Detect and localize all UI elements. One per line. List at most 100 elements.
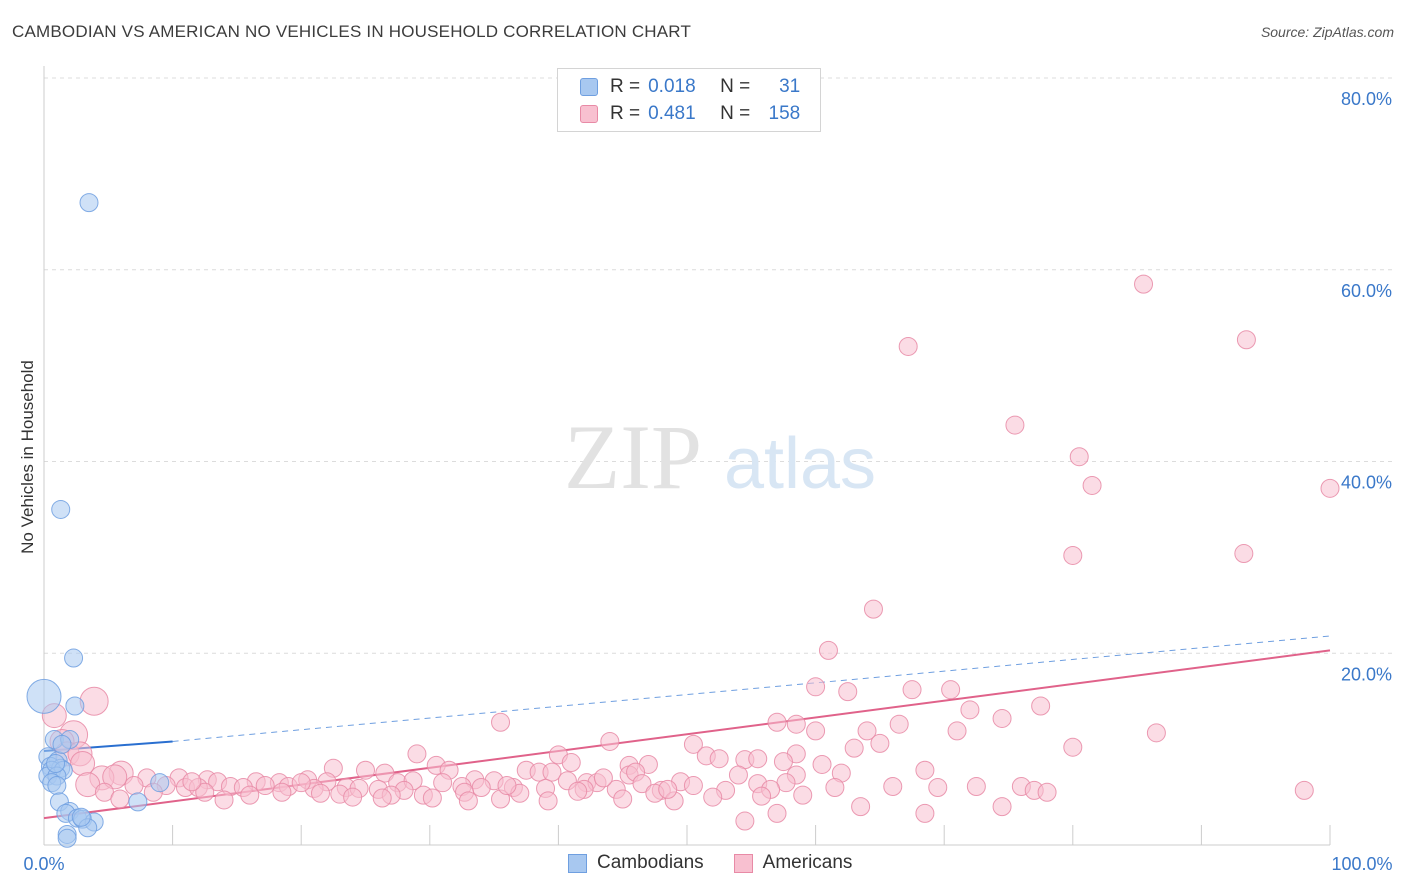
data-point-americans [658,779,678,799]
series-legend-cambodians: Cambodians [568,852,704,874]
data-point-cambodians [47,776,67,796]
stats-legend: R = 0.018 N = 31 R = 0.481 N = 158 [557,68,821,132]
data-point-americans [407,744,427,764]
data-point-americans [124,776,144,796]
data-point-americans [542,762,562,782]
data-point-americans [255,776,275,796]
data-point-americans [1294,780,1314,800]
data-point-americans [79,686,109,716]
tick-labels: 20.0% 40.0% 60.0% 80.0% 0.0% 100.0% [23,89,1392,874]
data-point-americans [966,777,986,797]
data-point-americans [825,777,845,797]
legend-n-value: 158 [768,103,801,124]
data-point-americans [812,754,832,774]
data-point-americans [947,721,967,741]
data-point-americans [613,789,633,809]
series-label-americans: Americans [762,852,853,873]
data-point-americans [851,797,871,817]
data-point-americans [1320,478,1340,498]
data-point-cambodians [65,696,85,716]
x-tick-label: 100.0% [1331,854,1392,874]
legend-r-label: R = [610,76,641,97]
data-point-americans [806,721,826,741]
legend-r-label: R = [610,103,641,124]
data-point-americans [752,786,772,806]
legend-swatch-cambodians [580,78,598,96]
legend-n-label: N = [720,76,751,97]
data-point-americans [683,734,703,754]
data-point-cambodians [71,807,91,827]
data-point-americans [1069,447,1089,467]
data-point-cambodians [52,734,72,754]
data-point-americans [538,791,558,811]
trend-line-cambodians-extension [172,635,1331,742]
data-point-americans [471,777,491,797]
data-point-cambodians [64,648,84,668]
data-point-americans [735,811,755,831]
chart-source: Source: ZipAtlas.com [1260,24,1394,40]
watermark-zip: ZIP [564,406,702,508]
data-point-americans [491,712,511,732]
data-point-americans [1134,274,1154,294]
data-point-americans [806,677,826,697]
data-point-americans [600,731,620,751]
data-point-americans [458,791,478,811]
data-point-americans [356,760,375,780]
data-point-americans [992,708,1012,728]
y-axis-label: No Vehicles in Household [18,360,37,554]
legend-r-value: 0.018 [648,76,696,97]
data-point-cambodians [79,193,99,213]
data-point-americans [683,776,703,796]
data-point-americans [773,752,793,772]
data-point-americans [818,640,838,660]
data-point-americans [902,680,922,700]
data-point-americans [195,782,215,802]
data-point-americans [593,768,613,788]
data-point-americans [422,788,442,808]
data-point-americans [1005,415,1025,435]
data-point-cambodians [51,499,71,519]
data-point-americans [1063,737,1083,757]
data-point-americans [372,788,392,808]
y-tick-label: 20.0% [1341,664,1392,684]
data-point-americans [375,763,395,783]
data-point-americans [786,714,806,734]
data-point-cambodians [150,773,170,793]
data-point-americans [709,749,729,769]
data-point-americans [889,714,909,734]
data-point-americans [793,785,813,805]
data-point-americans [748,749,768,769]
data-point-americans [1146,723,1166,743]
data-point-cambodians [57,828,77,848]
series-legend-americans: Americans [733,852,853,874]
data-point-americans [960,700,980,720]
data-point-americans [838,682,858,702]
watermark-atlas: atlas [724,424,876,504]
data-point-americans [1234,544,1254,564]
data-point-americans [1031,696,1051,716]
data-point-americans [1037,782,1057,802]
data-point-americans [844,738,864,758]
data-point-americans [898,336,918,356]
data-point-americans [915,760,935,780]
legend-row-americans: R = 0.481 N = 158 [580,102,800,126]
y-tick-label: 80.0% [1341,89,1392,109]
data-point-americans [110,789,130,809]
data-point-americans [767,712,787,732]
data-point-cambodians [128,792,148,812]
watermark: ZIP atlas [564,406,876,508]
data-point-americans [632,774,652,794]
y-tick-label: 40.0% [1341,473,1392,493]
data-point-americans [941,680,961,700]
data-point-americans [561,753,581,773]
series-swatch-americans [733,853,753,873]
data-point-americans [857,721,877,741]
chart-title: CAMBODIAN VS AMERICAN NO VEHICLES IN HOU… [12,22,692,41]
series-swatch-cambodians [568,853,587,873]
data-point-americans [291,773,311,793]
data-point-americans [568,781,588,801]
data-point-americans [214,790,234,810]
data-point-americans [497,776,517,796]
grid-lines [44,77,1392,654]
